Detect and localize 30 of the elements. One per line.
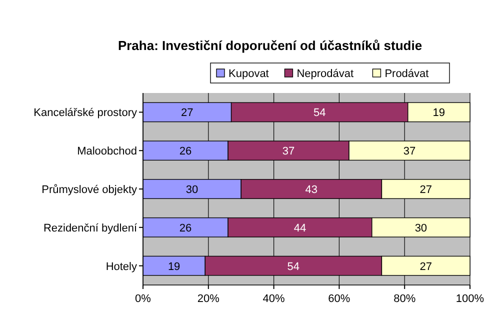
y-tick-label: Kancelářské prostory — [34, 107, 138, 120]
legend-label: Kupovat — [228, 68, 269, 80]
data-label: 26 — [179, 222, 192, 234]
data-label: 19 — [168, 260, 180, 273]
y-tick-label: Maloobchod — [77, 146, 137, 158]
y-tick-label: Rezidenční bydlení — [43, 222, 138, 234]
y-tick-label: Hotely — [106, 260, 138, 273]
legend-label: Neprodávat — [296, 68, 354, 80]
data-label: 27 — [420, 184, 432, 196]
data-label: 27 — [181, 107, 194, 120]
y-tick-label: Průmyslové objekty — [42, 184, 138, 196]
data-label: 43 — [305, 184, 318, 196]
x-tick-label: 100% — [456, 293, 484, 305]
data-label: 26 — [179, 146, 192, 158]
chart-title: Praha: Investiční doporučení od účastníků studie — [118, 38, 422, 53]
x-tick-label: 40% — [262, 293, 286, 305]
data-label: 37 — [403, 146, 416, 158]
x-tick-label: 20% — [197, 293, 220, 305]
legend-label: Prodávat — [384, 68, 429, 80]
data-label: 54 — [287, 260, 300, 273]
x-tick-label: 0% — [135, 293, 152, 305]
data-label: 44 — [294, 222, 306, 234]
data-label: 30 — [414, 222, 428, 234]
x-tick-label: 60% — [328, 293, 350, 305]
data-label: 37 — [282, 146, 295, 158]
data-label: 19 — [432, 107, 446, 120]
data-label: 27 — [420, 260, 432, 273]
data-label: 54 — [313, 107, 326, 120]
data-label: 30 — [186, 184, 198, 196]
x-tick-label: 80% — [394, 293, 416, 305]
